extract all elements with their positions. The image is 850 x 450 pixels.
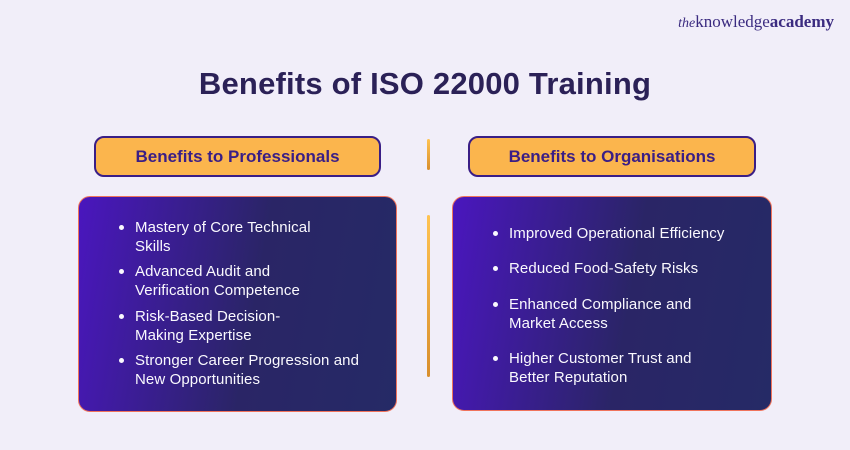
list-item: Risk-Based Decision- Making Expertise bbox=[119, 307, 374, 345]
bullet-icon bbox=[493, 355, 498, 361]
page-title: Benefits of ISO 22000 Training bbox=[198, 66, 652, 101]
logo-text-the: the bbox=[678, 16, 696, 31]
knowledge-academy-logo: theknowledgeacademy bbox=[678, 12, 834, 32]
benefit-text: Risk-Based Decision- Making Expertise bbox=[135, 307, 281, 344]
header-badge-professionals: Benefits to Professionals bbox=[94, 136, 381, 177]
vertical-divider-top bbox=[427, 139, 430, 170]
vertical-divider-main bbox=[427, 215, 430, 377]
bullet-icon bbox=[493, 301, 498, 307]
benefit-text: Mastery of Core Technical Skills bbox=[135, 219, 311, 255]
organisations-benefits-list: Improved Operational Efficiency Reduced … bbox=[453, 197, 771, 410]
list-item: Enhanced Compliance and Market Access bbox=[493, 295, 753, 333]
list-item: Stronger Career Progression and New Oppo… bbox=[119, 351, 374, 389]
benefit-text: Reduced Food-Safety Risks bbox=[509, 260, 699, 278]
bullet-icon bbox=[493, 266, 498, 272]
benefit-text: Improved Operational Efficiency bbox=[509, 225, 725, 242]
list-item: Advanced Audit and Verification Competen… bbox=[119, 262, 374, 300]
benefit-text: Enhanced Compliance and Market Access bbox=[509, 295, 692, 332]
logo-text-knowledge: knowledge bbox=[695, 12, 770, 31]
logo-text-academy: academy bbox=[769, 12, 834, 31]
benefit-text: Higher Customer Trust and Better Reputat… bbox=[509, 349, 692, 386]
bullet-icon bbox=[119, 269, 124, 275]
professionals-card: Mastery of Core Technical Skills Advance… bbox=[78, 196, 397, 412]
header-badge-professionals-label: Benefits to Professionals bbox=[135, 146, 340, 166]
list-item: Mastery of Core Technical Skills bbox=[119, 218, 374, 256]
list-item: Higher Customer Trust and Better Reputat… bbox=[493, 349, 753, 387]
header-badge-organisations: Benefits to Organisations bbox=[468, 136, 756, 177]
benefit-text: Advanced Audit and Verification Competen… bbox=[135, 263, 300, 300]
bullet-icon bbox=[119, 225, 124, 230]
list-item: Improved Operational Efficiency bbox=[493, 224, 753, 243]
list-item: Reduced Food-Safety Risks bbox=[493, 259, 753, 278]
professionals-benefits-list: Mastery of Core Technical Skills Advance… bbox=[79, 197, 396, 411]
header-badge-organisations-label: Benefits to Organisations bbox=[508, 146, 716, 166]
organisations-card: Improved Operational Efficiency Reduced … bbox=[452, 196, 772, 411]
benefit-text: Stronger Career Progression and New Oppo… bbox=[135, 351, 360, 388]
bullet-icon bbox=[493, 231, 498, 236]
bullet-icon bbox=[119, 357, 124, 363]
bullet-icon bbox=[119, 313, 124, 319]
